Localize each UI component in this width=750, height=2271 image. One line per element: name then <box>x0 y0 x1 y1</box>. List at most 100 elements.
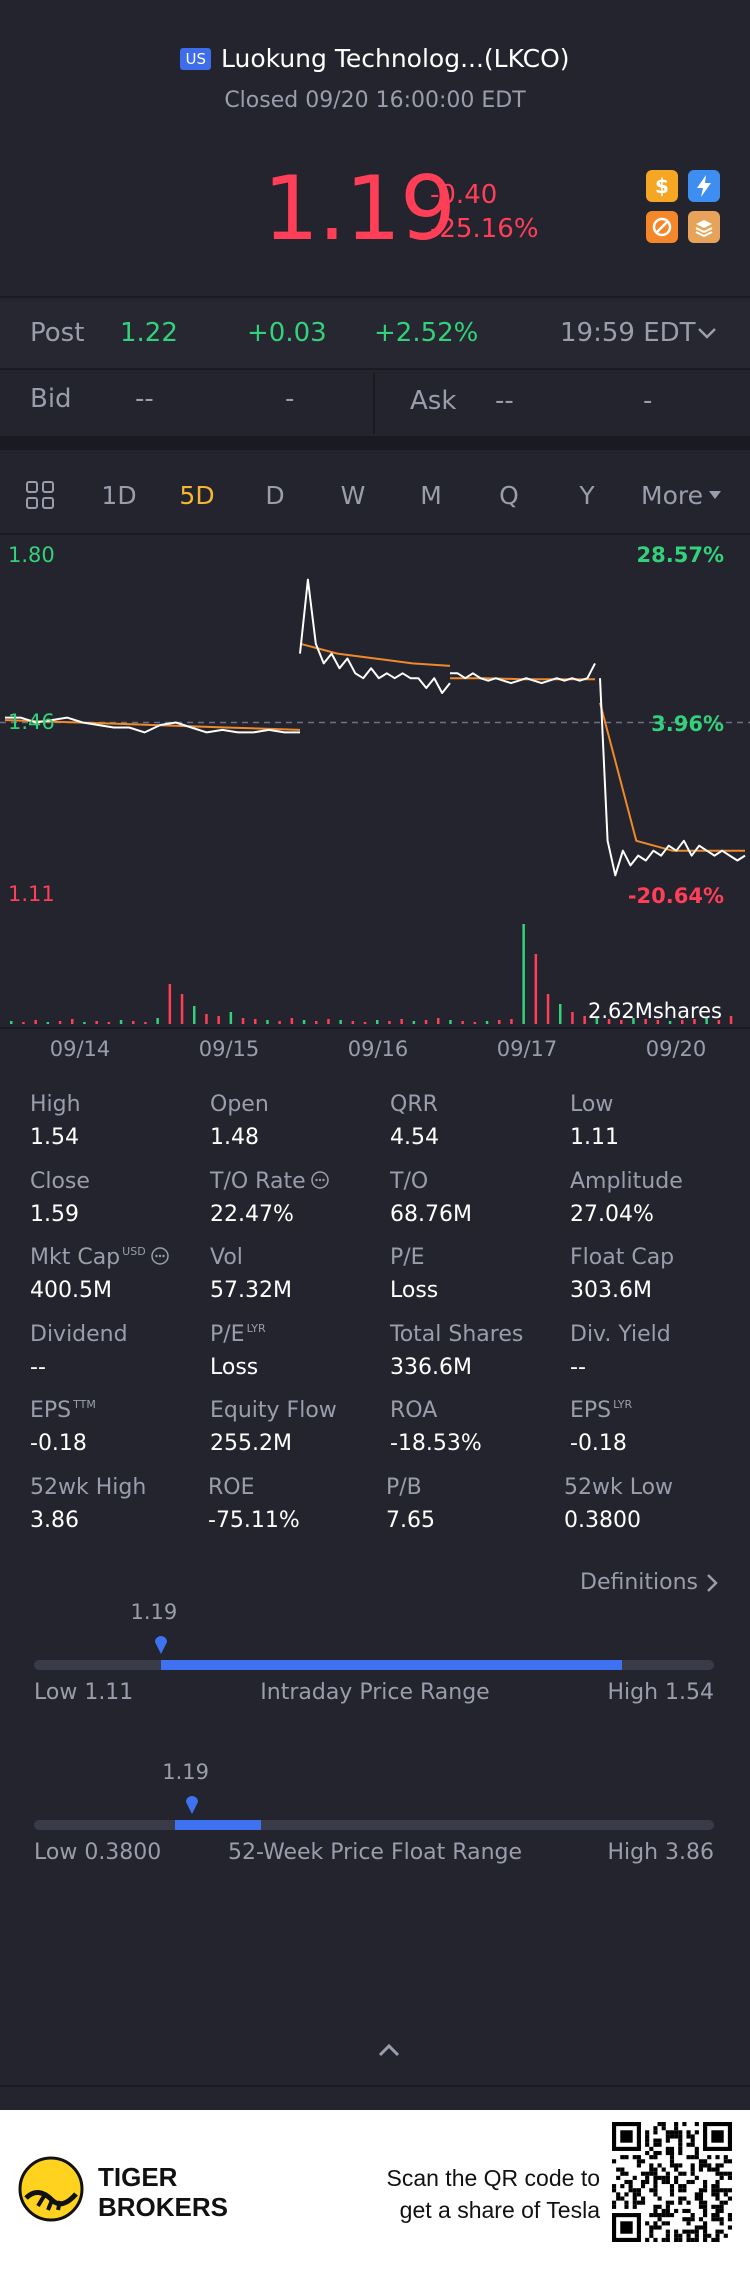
volume-bar <box>376 1020 379 1024</box>
stat-value: 336.6M <box>390 1354 472 1380</box>
volume-bar <box>327 1019 330 1024</box>
qr-code-icon[interactable] <box>612 2122 732 2242</box>
stat-value: 1.59 <box>30 1201 79 1227</box>
stat-label: Amplitude <box>570 1169 683 1194</box>
no-entry-icon[interactable] <box>646 211 678 243</box>
stat-label: Dividend <box>30 1322 128 1347</box>
pct-label-low: -20.64% <box>628 884 724 908</box>
stat-cell: Vol 57.32M <box>210 1245 292 1303</box>
stat-cell: ROE -75.11% <box>208 1475 300 1533</box>
volume-bar <box>449 1020 452 1024</box>
tab-w[interactable]: W <box>340 480 366 510</box>
stat-label-text: Equity Flow <box>210 1398 337 1423</box>
volume-bar <box>571 1012 574 1024</box>
volume-bar <box>522 924 525 1024</box>
stat-cell: 52wk High 3.86 <box>30 1475 146 1533</box>
y-label-mid: 1.46 <box>8 710 55 734</box>
stat-label: Float Cap <box>570 1245 674 1270</box>
more-periods-button[interactable]: More <box>626 481 736 510</box>
info-more-icon[interactable] <box>150 1246 170 1266</box>
brand-name: TIGER BROKERS <box>98 2162 228 2222</box>
stat-label: 52wk High <box>30 1475 146 1500</box>
tab-q[interactable]: Q <box>499 480 519 510</box>
week52-high: High 3.86 <box>607 1840 714 1865</box>
tab-5d[interactable]: 5D <box>179 480 215 510</box>
stat-label-text: Amplitude <box>570 1168 683 1194</box>
volume-bar <box>693 1019 696 1024</box>
qr-cta: Scan the QR code to get a share of Tesla <box>386 2162 600 2226</box>
volume-bar <box>607 1019 611 1024</box>
tab-d[interactable]: D <box>265 480 285 510</box>
stat-cell: Total Shares 336.6M <box>390 1322 523 1380</box>
volume-bar <box>473 1022 477 1024</box>
volume-bar <box>302 1020 306 1024</box>
stat-label-text: Total Shares <box>390 1321 524 1347</box>
stat-cell: Low 1.11 <box>570 1092 619 1150</box>
intraday-fill <box>160 1660 622 1670</box>
info-more-icon[interactable] <box>310 1170 330 1190</box>
stat-label-text: Vol <box>210 1245 243 1270</box>
definitions-link[interactable]: Definitions <box>580 1570 718 1595</box>
stat-superscript: LYR <box>613 1398 633 1411</box>
stat-label: Close <box>30 1169 90 1194</box>
stat-cell: High 1.54 <box>30 1092 81 1150</box>
week52-track <box>34 1820 714 1830</box>
chevron-up-icon[interactable] <box>377 2042 401 2058</box>
intraday-low: Low 1.11 <box>34 1680 134 1705</box>
stat-superscript: USD <box>122 1245 146 1258</box>
volume-bar <box>83 1022 86 1024</box>
volume-bar <box>241 1018 245 1024</box>
chevron-down-icon[interactable] <box>697 326 717 340</box>
tab-y[interactable]: Y <box>579 480 595 510</box>
volume-bar <box>534 954 538 1024</box>
stat-label-text: Mkt Cap <box>30 1245 121 1270</box>
stat-value: 7.65 <box>386 1507 435 1533</box>
y-label-high: 1.80 <box>8 543 55 567</box>
stat-value: 68.76M <box>390 1201 472 1227</box>
pct-label-mid: 3.96% <box>651 712 724 736</box>
tab-1d[interactable]: 1D <box>101 480 137 510</box>
stat-label: Low <box>570 1092 619 1117</box>
stat-cell: 52wk Low 0.3800 <box>564 1475 673 1533</box>
post-market-row[interactable]: Post 1.22 +0.03 +2.52% 19:59 EDT <box>0 300 750 368</box>
price-line <box>599 678 746 877</box>
stat-label-text: EPS <box>30 1398 72 1423</box>
stat-superscript: LYR <box>246 1321 266 1335</box>
stat-label-text: EPS <box>570 1398 612 1423</box>
volume-bar <box>559 1004 562 1024</box>
stat-cell: ROA -18.53% <box>390 1398 482 1456</box>
cta-line-1: Scan the QR code to <box>386 2165 600 2191</box>
lightning-icon[interactable] <box>688 170 720 202</box>
stack-icon[interactable] <box>688 211 720 243</box>
title-row: US Luokung Technolog...(LKCO) <box>0 44 750 73</box>
dollar-icon[interactable]: $ <box>646 170 678 202</box>
chevron-right-icon <box>707 1573 718 1592</box>
cta-line-2: get a share of Tesla <box>399 2197 600 2223</box>
map-pin-icon <box>186 1796 199 1814</box>
price-change-percent: -25.16% <box>430 214 539 244</box>
price-line <box>299 578 451 694</box>
stat-label-text: Open <box>210 1092 269 1117</box>
stat-cell: Equity Flow 255.2M <box>210 1398 337 1456</box>
x-tick: 09/20 <box>646 1037 707 1061</box>
volume-bar <box>132 1021 135 1024</box>
volume-bar <box>180 994 184 1024</box>
stat-label: Equity Flow <box>210 1398 337 1423</box>
bid-size: - <box>285 384 295 414</box>
tab-m[interactable]: M <box>420 480 442 510</box>
intraday-range: 1.19 Low 1.11 Intraday Price Range High … <box>0 1598 750 1708</box>
volume-bar <box>400 1019 403 1024</box>
volume-bar <box>34 1020 37 1024</box>
price-chart[interactable]: 1.80 1.46 1.11 28.57% 3.96% -20.64% 2.62… <box>0 535 750 1065</box>
volume-bar <box>705 1018 708 1024</box>
volume-bar <box>10 1021 13 1024</box>
volume-bar <box>205 1014 208 1024</box>
grid-layout-icon[interactable] <box>0 480 80 510</box>
tiger-logo-icon <box>18 2156 84 2222</box>
volume-bar <box>217 1016 220 1024</box>
stat-value: -18.53% <box>390 1431 482 1456</box>
volume-bar <box>717 1020 721 1024</box>
stat-value: 1.11 <box>570 1125 619 1150</box>
week52-current-label: 1.19 <box>162 1760 210 1784</box>
volume-bar <box>278 1021 281 1024</box>
